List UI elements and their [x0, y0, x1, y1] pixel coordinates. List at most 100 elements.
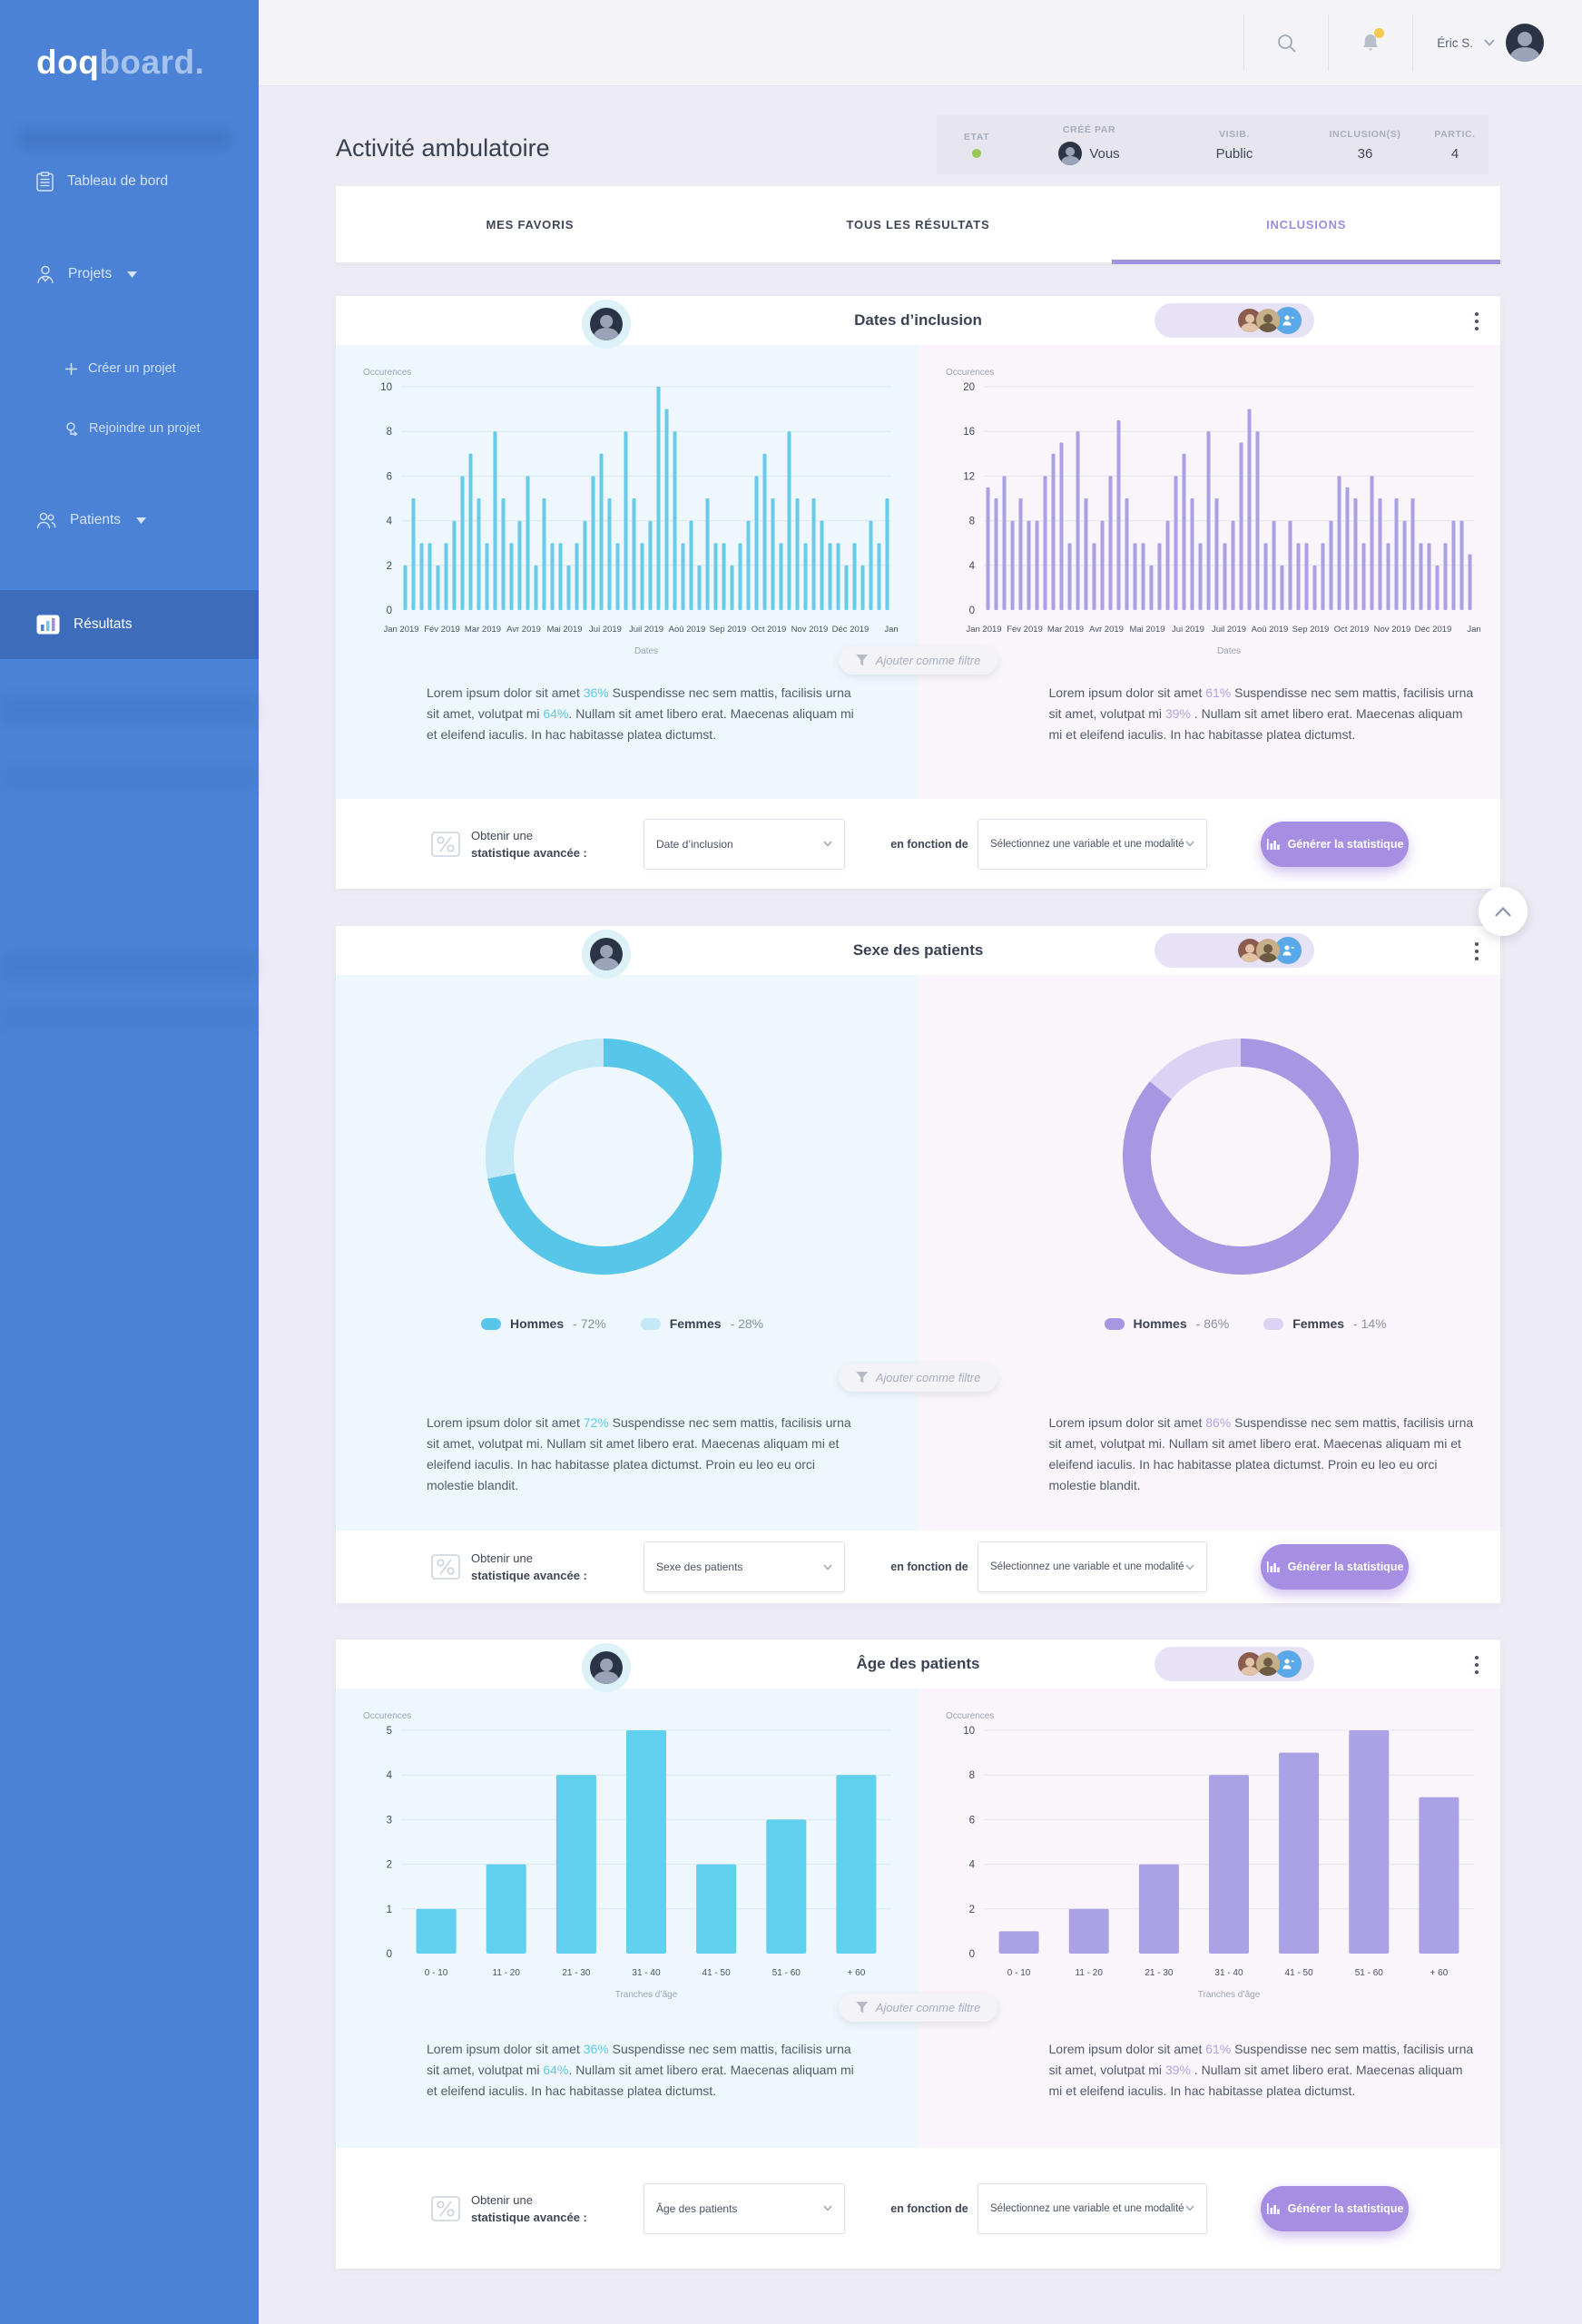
card-body: Occurences 0 2 4 6 8 10 Jan 2019 Fév 2019 Mar 201… [336, 345, 1500, 799]
generate-statistic-button[interactable]: Générer la statistique [1261, 1544, 1409, 1590]
person-add-icon [1282, 315, 1294, 326]
advanced-stat-icon [431, 1554, 460, 1580]
owner-avatar [590, 1651, 623, 1684]
svg-text:1: 1 [387, 1905, 392, 1915]
svg-text:41 - 50: 41 - 50 [1284, 1968, 1313, 1978]
members-pill[interactable] [1155, 933, 1314, 968]
svg-text:10: 10 [963, 1726, 975, 1737]
svg-text:8: 8 [387, 427, 392, 438]
svg-text:21 - 30: 21 - 30 [1145, 1968, 1174, 1978]
members-pill[interactable] [1155, 303, 1314, 338]
generate-statistic-button[interactable]: Générer la statistique [1261, 2185, 1409, 2231]
svg-text:10: 10 [380, 382, 392, 393]
add-as-filter-button[interactable]: Ajouter comme filtre [838, 1364, 998, 1392]
sidebar-item-patients[interactable]: Patients [0, 502, 259, 538]
card-half-right: Hommes - 86% Femmes - 14% Lorem ipsum dolo… [918, 975, 1500, 1531]
sidebar-item-label: Patients [70, 512, 122, 527]
description-text: Lorem ipsum dolor sit amet 61% Suspendis… [1048, 2042, 1474, 2098]
tab-tous-les-resultats[interactable]: TOUS LES RÉSULTATS [846, 217, 990, 231]
variable-select[interactable]: Date d’inclusion [644, 818, 845, 870]
svg-text:Avr 2019: Avr 2019 [506, 625, 541, 635]
plus-icon [65, 362, 77, 375]
svg-text:Sep 2019: Sep 2019 [1292, 625, 1329, 635]
svg-text:6: 6 [387, 471, 392, 482]
tab-mes-favoris[interactable]: MES FAVORIS [486, 217, 575, 231]
sexe-donut-right [1122, 1039, 1359, 1275]
divider [1328, 15, 1330, 71]
dates-inclusion-chart-left: Occurences 0 2 4 6 8 10 Jan 2019 Fév 2019 Mar 201… [359, 363, 904, 667]
en-fonction-de-label: en fonction de [890, 2201, 968, 2215]
bell-icon [1363, 34, 1379, 50]
card-half-left: Occurences 0 2 4 6 8 10 Jan 2019 Fév 2019 Mar 201… [336, 345, 919, 799]
card-title: Sexe des patients [852, 941, 984, 959]
svg-text:Occurences: Occurences [946, 1711, 994, 1721]
chevron-up-icon [1495, 906, 1511, 917]
sidebar-item-label: Projets [68, 266, 113, 281]
svg-text:Occurences: Occurences [946, 368, 994, 378]
svg-text:11 - 20: 11 - 20 [1075, 1968, 1103, 1978]
svg-text:2: 2 [387, 1860, 392, 1871]
svg-text:11 - 20: 11 - 20 [493, 1968, 521, 1978]
card-half-left: Occurences 0 1 2 3 4 5 0 - 10 11 - 20 21 - 30 31 -… [336, 1689, 919, 2148]
svg-text:+ 60: + 60 [1430, 1968, 1448, 1978]
topbar: Éric S. [259, 0, 1582, 86]
card-menu-button[interactable] [1468, 941, 1486, 961]
sidebar-item-projects[interactable]: Projets [0, 256, 259, 292]
variable-select[interactable]: Sexe des patients [644, 1541, 845, 1592]
svg-text:51 - 60: 51 - 60 [1354, 1968, 1383, 1978]
generate-statistic-button[interactable]: Générer la statistique [1261, 821, 1409, 867]
blurred-row [0, 951, 259, 982]
add-as-filter-button[interactable]: Ajouter comme filtre [838, 646, 998, 675]
sidebar-item-create-project[interactable]: Créer un projet [0, 350, 259, 387]
doqboard-logo: doqboard. [36, 44, 204, 82]
sidebar-item-results[interactable]: Résultats [0, 590, 259, 659]
legend-swatch [481, 1317, 501, 1330]
bar-chart-icon [1266, 838, 1280, 850]
modality-select[interactable]: Sélectionnez une variable et une modalit… [978, 2182, 1207, 2234]
scroll-to-top-button[interactable] [1479, 887, 1528, 936]
members-pill[interactable] [1155, 1647, 1314, 1681]
svg-text:Jan 2019: Jan 2019 [383, 625, 418, 635]
user-menu[interactable]: Éric S. [1437, 24, 1544, 62]
results-tabs: MES FAVORIS TOUS LES RÉSULTATS INCLUSION… [336, 186, 1500, 264]
advanced-stat-icon [431, 831, 460, 857]
search-icon [1277, 34, 1296, 53]
svg-text:Dates: Dates [1216, 646, 1240, 656]
page-title: Activité ambulatoire [336, 134, 550, 162]
variable-select[interactable]: Âge des patients [644, 2182, 845, 2234]
chevron-down-icon [136, 517, 147, 524]
card-menu-button[interactable] [1468, 311, 1486, 331]
sidebar-item-join-project[interactable]: Rejoindre un projet [0, 410, 259, 447]
description-text: Lorem ipsum dolor sit amet 36% Suspendis… [427, 685, 854, 742]
modality-select[interactable]: Sélectionnez une variable et une modalit… [978, 1541, 1207, 1592]
svg-text:Fév 2019: Fév 2019 [424, 625, 460, 635]
blurred-row [0, 1006, 259, 1029]
svg-text:4: 4 [387, 1770, 393, 1781]
search-button[interactable] [1268, 25, 1304, 61]
card-half-right: Occurences 0 4 8 12 16 20 Jan 2019 Fév 2019 Mar 2… [918, 345, 1500, 799]
tab-inclusions[interactable]: INCLUSIONS [1266, 217, 1347, 231]
sidebar-item-label: Résultats [74, 616, 133, 632]
blurred-row [0, 694, 259, 725]
svg-text:5: 5 [387, 1726, 392, 1737]
add-as-filter-button[interactable]: Ajouter comme filtre [838, 1994, 998, 2022]
card-menu-button[interactable] [1468, 1655, 1486, 1675]
dates-inclusion-chart-right: Occurences 0 4 8 12 16 20 Jan 2019 Fév 2019 Mar 2… [942, 363, 1487, 667]
modality-select[interactable]: Sélectionnez une variable et une modalit… [978, 818, 1207, 870]
legend-swatch [1104, 1317, 1125, 1330]
sidebar-item-dashboard[interactable]: Tableau de bord [0, 163, 259, 200]
owner-avatar [590, 308, 623, 340]
svg-text:Mar 2019: Mar 2019 [1046, 625, 1083, 635]
card-header: Âge des patients [336, 1640, 1500, 1692]
en-fonction-de-label: en fonction de [890, 1561, 968, 1573]
person-add-icon [1282, 1659, 1294, 1669]
svg-text:4: 4 [968, 561, 975, 572]
meta-visib: VISIB. Public [1215, 128, 1253, 162]
svg-text:Jan 2019: Jan 2019 [966, 625, 1001, 635]
description-text: Lorem ipsum dolor sit amet 61% Suspendis… [1048, 685, 1474, 742]
svg-text:Occurences: Occurences [363, 368, 411, 378]
chevron-down-icon [1185, 841, 1194, 847]
funnel-icon [855, 2002, 868, 2014]
notifications-button[interactable] [1352, 25, 1389, 61]
